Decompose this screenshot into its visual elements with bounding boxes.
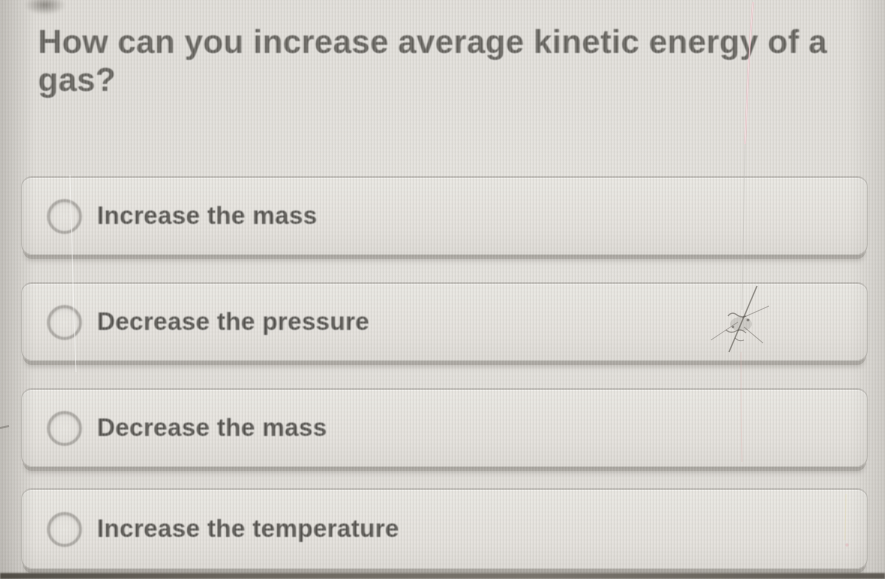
- radio-button-icon[interactable]: [47, 511, 82, 547]
- question-text: How can you increase average kinetic ene…: [38, 23, 828, 98]
- answer-option-label: Decrease the pressure: [97, 307, 370, 336]
- radio-button-icon[interactable]: [47, 304, 82, 340]
- answer-option-label: Increase the temperature: [97, 514, 400, 543]
- radio-button-icon[interactable]: [47, 410, 82, 446]
- answer-option-card-4[interactable]: Increase the temperature: [21, 488, 868, 569]
- answer-option-label: Decrease the mass: [97, 413, 327, 442]
- photo-smudge-artifact: [24, 0, 66, 15]
- radio-button-icon[interactable]: [47, 198, 82, 234]
- answer-option-label: Increase the mass: [97, 201, 318, 230]
- answer-option-card-2[interactable]: Decrease the pressure: [21, 282, 868, 361]
- answer-option-card-3[interactable]: Decrease the mass: [21, 388, 868, 467]
- photo-bottom-edge: [0, 573, 885, 579]
- answer-option-card-1[interactable]: Increase the mass: [21, 176, 868, 255]
